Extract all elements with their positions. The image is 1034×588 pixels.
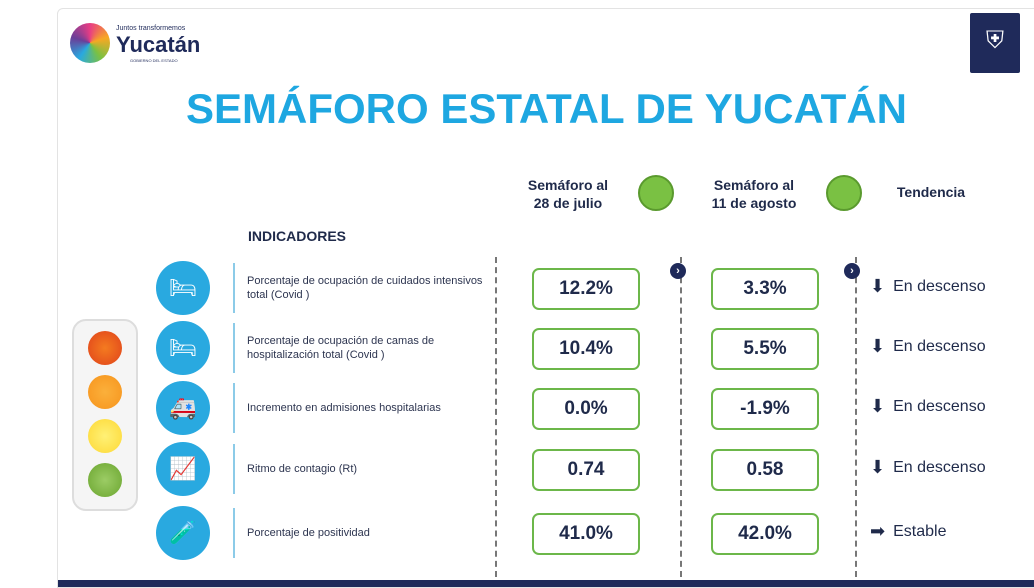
icu-bed-icon: 🛏 bbox=[156, 261, 210, 315]
column-header-trend: Tendencia bbox=[896, 184, 966, 200]
trend: ⬇ En descenso bbox=[870, 396, 986, 417]
page-title: SEMÁFORO ESTATAL DE YUCATÁN bbox=[185, 85, 907, 132]
hospital-bed-icon: 🛏 bbox=[156, 321, 210, 375]
green-light-icon bbox=[88, 463, 122, 497]
trend-label: En descenso bbox=[893, 397, 986, 415]
value-july: 10.4% bbox=[532, 328, 640, 370]
arrow-right-icon: ➡ bbox=[870, 521, 886, 541]
value-august: 42.0% bbox=[711, 513, 819, 555]
value-july: 0.74 bbox=[532, 449, 640, 491]
trend-label: En descenso bbox=[893, 458, 986, 476]
divider bbox=[855, 257, 857, 577]
ambulance-icon: 🚑 bbox=[156, 381, 210, 435]
state-seal-icon: ⛨ bbox=[970, 13, 1020, 73]
logo-tagline: Juntos transformemos bbox=[116, 25, 186, 32]
trend: ➡ Estable bbox=[870, 521, 946, 542]
indicator-label: Incremento en admisiones hospitalarias bbox=[233, 383, 487, 433]
chevron-right-icon: › bbox=[844, 263, 860, 279]
column-header-july: Semáforo al 28 de julio bbox=[527, 177, 609, 211]
value-july: 41.0% bbox=[532, 513, 640, 555]
value-august: 3.3% bbox=[711, 268, 819, 310]
arrow-down-icon: ⬇ bbox=[870, 457, 886, 477]
value-july: 0.0% bbox=[532, 388, 640, 430]
value-august: -1.9% bbox=[711, 388, 819, 430]
indicators-heading: INDICADORES bbox=[248, 228, 347, 244]
swab-test-icon: 🧪 bbox=[156, 506, 210, 560]
value-july: 12.2% bbox=[532, 268, 640, 310]
virus-chart-icon: 📈 bbox=[156, 442, 210, 496]
indicator-label: Porcentaje de positividad bbox=[233, 508, 487, 558]
trend-label: En descenso bbox=[893, 277, 986, 295]
divider bbox=[680, 257, 682, 577]
yucatan-logo-icon bbox=[70, 23, 110, 63]
divider bbox=[495, 257, 497, 577]
traffic-light bbox=[72, 319, 138, 511]
red-light-icon bbox=[88, 331, 122, 365]
green-light-august-icon bbox=[826, 175, 862, 211]
chevron-right-icon: › bbox=[670, 263, 686, 279]
trend: ⬇ En descenso bbox=[870, 276, 986, 297]
value-august: 0.58 bbox=[711, 449, 819, 491]
indicator-label: Porcentaje de ocupación de cuidados inte… bbox=[233, 263, 487, 313]
green-light-july-icon bbox=[638, 175, 674, 211]
arrow-down-icon: ⬇ bbox=[870, 276, 886, 296]
infographic: Juntos transformemos Yucatán GOBIERNO DE… bbox=[57, 8, 1034, 588]
logo-name: Yucatán bbox=[116, 32, 201, 57]
indicator-label: Ritmo de contagio (Rt) bbox=[233, 444, 487, 494]
logo-sub: GOBIERNO DEL ESTADO bbox=[130, 58, 178, 63]
trend: ⬇ En descenso bbox=[870, 336, 986, 357]
arrow-down-icon: ⬇ bbox=[870, 396, 886, 416]
orange-light-icon bbox=[88, 375, 122, 409]
value-august: 5.5% bbox=[711, 328, 819, 370]
footer-bar bbox=[58, 580, 1034, 587]
arrow-down-icon: ⬇ bbox=[870, 336, 886, 356]
trend-label: Estable bbox=[893, 522, 947, 540]
yellow-light-icon bbox=[88, 419, 122, 453]
trend: ⬇ En descenso bbox=[870, 457, 986, 478]
column-header-august: Semáforo al 11 de agosto bbox=[711, 177, 797, 211]
trend-label: En descenso bbox=[893, 337, 986, 355]
indicator-label: Porcentaje de ocupación de camas de hosp… bbox=[233, 323, 487, 373]
